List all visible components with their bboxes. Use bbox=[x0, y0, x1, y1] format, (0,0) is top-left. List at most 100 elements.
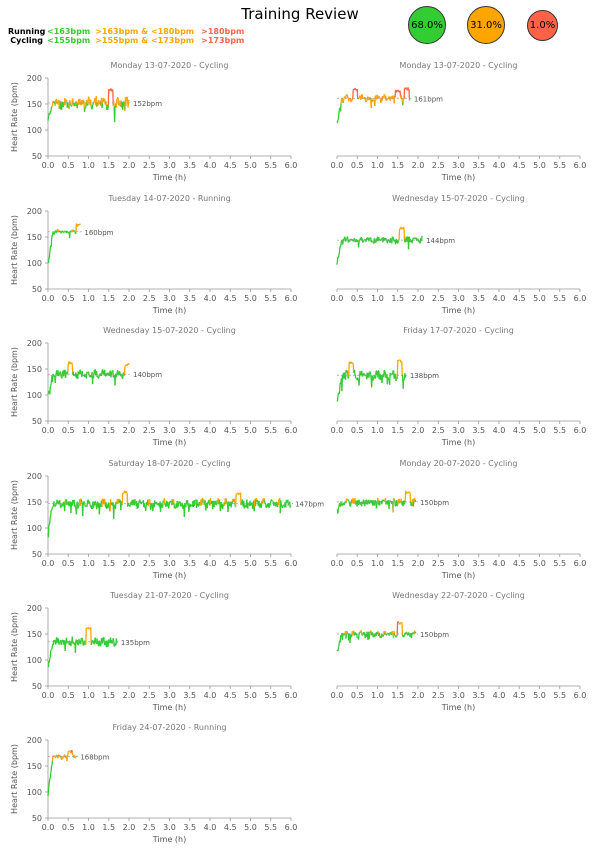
x-tick-label: 2.0 bbox=[123, 426, 136, 435]
legend-running-zone2: >163bpm & <180bpm bbox=[95, 27, 195, 36]
chart-panel: Tuesday 21-07-2020 - Cycling Heart Rate (… bbox=[10, 591, 297, 712]
x-tick-label: 1.5 bbox=[391, 161, 404, 170]
chart-panel: Saturday 18-07-2020 - Cycling Heart Rate … bbox=[10, 459, 324, 580]
x-tick-label: 4.0 bbox=[204, 559, 217, 568]
chart-panel: Friday 17-07-2020 - Cycling 0.0 0.5 1.0 1.5 2… bbox=[331, 326, 587, 447]
x-tick-label: 0.5 bbox=[62, 426, 75, 435]
average-label: 135bpm bbox=[121, 639, 150, 647]
x-tick-label: 5.5 bbox=[553, 294, 566, 303]
y-tick-label: 200 bbox=[27, 604, 42, 613]
x-tick-label: 6.0 bbox=[285, 823, 298, 832]
x-tick-label: 2.0 bbox=[412, 426, 425, 435]
x-tick-label: 2.5 bbox=[143, 559, 156, 568]
x-tick-label: 1.0 bbox=[371, 559, 384, 568]
x-tick-label: 0.0 bbox=[331, 294, 344, 303]
x-tick-label: 1.0 bbox=[371, 294, 384, 303]
y-axis-label: Heart Rate (bpm) bbox=[10, 612, 19, 682]
x-tick-label: 4.0 bbox=[204, 294, 217, 303]
x-tick-label: 5.0 bbox=[533, 559, 546, 568]
x-tick-label: 3.5 bbox=[472, 426, 485, 435]
x-tick-label: 5.0 bbox=[533, 294, 546, 303]
page-title: Training Review bbox=[241, 5, 359, 23]
legend-row-cycling: Cycling <155bpm >155bpm & <173bpm >173bpm bbox=[8, 36, 244, 45]
x-tick-label: 0.5 bbox=[62, 691, 75, 700]
x-tick-label: 0.5 bbox=[62, 559, 75, 568]
x-tick-label: 2.5 bbox=[143, 161, 156, 170]
x-tick-label: 0.5 bbox=[62, 294, 75, 303]
x-tick-label: 0.0 bbox=[42, 294, 55, 303]
y-axis-label: Heart Rate (bpm) bbox=[10, 82, 19, 152]
x-axis-label: Time (h) bbox=[152, 835, 186, 844]
average-label: 144bpm bbox=[426, 237, 455, 245]
chart-title: Tuesday 21-07-2020 - Cycling bbox=[109, 591, 229, 600]
x-tick-label: 6.0 bbox=[285, 691, 298, 700]
x-tick-label: 4.5 bbox=[224, 161, 237, 170]
x-tick-label: 2.0 bbox=[412, 691, 425, 700]
x-tick-label: 0.0 bbox=[331, 559, 344, 568]
y-tick-label: 100 bbox=[27, 126, 42, 135]
x-tick-label: 4.0 bbox=[204, 823, 217, 832]
x-tick-label: 5.5 bbox=[553, 691, 566, 700]
x-tick-label: 1.0 bbox=[371, 691, 384, 700]
y-axis-label: Heart Rate (bpm) bbox=[10, 744, 19, 814]
x-tick-label: 3.0 bbox=[163, 294, 176, 303]
x-tick-label: 0.0 bbox=[331, 426, 344, 435]
x-tick-label: 4.0 bbox=[493, 559, 506, 568]
x-tick-label: 0.5 bbox=[351, 294, 364, 303]
x-tick-label: 1.5 bbox=[391, 559, 404, 568]
x-tick-label: 2.5 bbox=[432, 161, 445, 170]
x-tick-label: 0.0 bbox=[42, 426, 55, 435]
x-tick-label: 5.5 bbox=[264, 161, 277, 170]
x-tick-label: 3.0 bbox=[452, 161, 465, 170]
x-tick-label: 4.0 bbox=[204, 691, 217, 700]
x-tick-label: 6.0 bbox=[285, 559, 298, 568]
zone1-share-badge: 68.0% bbox=[408, 6, 446, 44]
x-tick-label: 1.0 bbox=[371, 426, 384, 435]
x-axis-label: Time (h) bbox=[152, 306, 186, 315]
x-tick-label: 5.5 bbox=[264, 823, 277, 832]
y-tick-label: 50 bbox=[32, 417, 42, 426]
x-tick-label: 5.0 bbox=[244, 559, 257, 568]
x-tick-label: 3.0 bbox=[163, 161, 176, 170]
x-tick-label: 2.0 bbox=[123, 161, 136, 170]
x-tick-label: 4.0 bbox=[493, 426, 506, 435]
x-tick-label: 3.0 bbox=[452, 426, 465, 435]
x-tick-label: 0.5 bbox=[62, 161, 75, 170]
y-tick-label: 150 bbox=[27, 498, 42, 507]
zone3-share-badge: 1.0% bbox=[527, 10, 558, 41]
x-tick-label: 2.5 bbox=[143, 294, 156, 303]
y-tick-label: 100 bbox=[27, 524, 42, 533]
x-axis-label: Time (h) bbox=[152, 703, 186, 712]
x-tick-label: 0.5 bbox=[351, 691, 364, 700]
x-tick-label: 5.5 bbox=[264, 559, 277, 568]
x-tick-label: 5.0 bbox=[244, 426, 257, 435]
x-tick-label: 0.0 bbox=[42, 161, 55, 170]
x-tick-label: 2.5 bbox=[143, 426, 156, 435]
chart-title: Tuesday 14-07-2020 - Running bbox=[107, 194, 230, 203]
x-tick-label: 3.0 bbox=[163, 559, 176, 568]
x-tick-label: 4.5 bbox=[224, 426, 237, 435]
x-tick-label: 2.5 bbox=[432, 426, 445, 435]
x-tick-label: 4.5 bbox=[513, 161, 526, 170]
x-tick-label: 5.0 bbox=[244, 294, 257, 303]
legend-cycling-zone1: <155bpm bbox=[47, 36, 91, 45]
x-tick-label: 1.5 bbox=[102, 426, 115, 435]
legend-running-zone1: <163bpm bbox=[47, 27, 91, 36]
legend-cycling-label: Cycling bbox=[10, 36, 43, 45]
x-tick-label: 2.5 bbox=[143, 823, 156, 832]
x-tick-label: 2.0 bbox=[123, 294, 136, 303]
x-tick-label: 3.5 bbox=[183, 823, 196, 832]
y-tick-label: 200 bbox=[27, 74, 42, 83]
average-label: 152bpm bbox=[133, 100, 162, 108]
x-tick-label: 6.0 bbox=[574, 426, 587, 435]
x-tick-label: 3.5 bbox=[183, 691, 196, 700]
zone2-share-badge: 31.0% bbox=[467, 6, 505, 44]
chart-title: Monday 13-07-2020 - Cycling bbox=[111, 61, 229, 70]
y-tick-label: 50 bbox=[32, 285, 42, 294]
x-tick-label: 3.5 bbox=[183, 426, 196, 435]
y-tick-label: 150 bbox=[27, 762, 42, 771]
x-axis-label: Time (h) bbox=[152, 173, 186, 182]
x-tick-label: 6.0 bbox=[285, 294, 298, 303]
x-tick-label: 2.5 bbox=[143, 691, 156, 700]
